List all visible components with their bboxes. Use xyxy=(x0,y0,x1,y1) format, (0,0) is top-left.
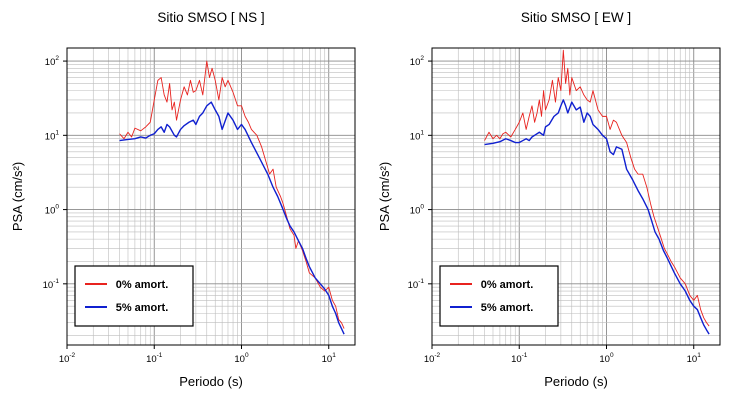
tick-base: 10 xyxy=(59,354,70,365)
legend-label: 5% amort. xyxy=(481,302,534,314)
x-axis-label: Periodo (s) xyxy=(544,374,608,389)
tick-exponent: -1 xyxy=(157,352,163,359)
tick-exponent: -1 xyxy=(53,278,59,285)
series-line-damped xyxy=(119,101,345,335)
tick-exponent: 1 xyxy=(697,352,701,359)
tick-base: 10 xyxy=(322,354,333,365)
legend-label: 0% amort. xyxy=(481,279,534,291)
chart-title: Sitio SMSO [ NS ] xyxy=(157,10,264,25)
y-tick-label: 102 xyxy=(410,55,425,68)
tick-base: 10 xyxy=(45,131,56,142)
tick-exponent: 1 xyxy=(420,129,424,136)
legend-box xyxy=(74,265,194,327)
y-tick-label: 10-1 xyxy=(43,278,60,291)
tick-base: 10 xyxy=(410,206,421,217)
tick-exponent: -1 xyxy=(522,352,528,359)
tick-base: 10 xyxy=(599,354,610,365)
x-axis-label: Periodo (s) xyxy=(179,374,243,389)
x-tick-label: 10-2 xyxy=(424,352,441,365)
y-tick-label: 10-1 xyxy=(408,278,425,291)
tick-base: 10 xyxy=(687,354,698,365)
legend: 0% amort. 5% amort. xyxy=(74,265,194,327)
x-tick-label: 10-1 xyxy=(511,352,528,365)
chart-title: Sitio SMSO [ EW ] xyxy=(521,10,631,25)
tick-exponent: 2 xyxy=(55,55,59,62)
y-axis-label: PSA (cm/s²) xyxy=(10,162,25,231)
tick-exponent: 0 xyxy=(610,352,614,359)
y-tick-label: 101 xyxy=(410,129,425,142)
plot-frame xyxy=(66,47,356,346)
y-tick-label: 102 xyxy=(45,55,60,68)
tick-base: 10 xyxy=(45,57,56,68)
y-tick-label: 100 xyxy=(410,204,425,217)
tick-exponent: -2 xyxy=(434,352,440,359)
tick-exponent: 0 xyxy=(420,204,424,211)
tick-exponent: 2 xyxy=(420,55,424,62)
y-axis-label: PSA (cm/s²) xyxy=(377,162,392,231)
grid xyxy=(432,48,720,345)
tick-exponent: 1 xyxy=(332,352,336,359)
tick-base: 10 xyxy=(408,280,419,291)
tick-exponent: -1 xyxy=(418,278,424,285)
plot-frame xyxy=(431,47,721,346)
chart-panel-1: Sitio SMSO [ EW ]10-2 10-1 100 10110-110010… xyxy=(377,10,721,389)
series-line-damped xyxy=(484,99,710,335)
x-tick-label: 10-1 xyxy=(146,352,163,365)
tick-base: 10 xyxy=(234,354,245,365)
tick-exponent: 0 xyxy=(245,352,249,359)
y-tick-label: 101 xyxy=(45,129,60,142)
legend-label: 0% amort. xyxy=(116,279,169,291)
x-tick-label: 10-2 xyxy=(59,352,76,365)
x-tick-label: 101 xyxy=(322,352,337,365)
tick-base: 10 xyxy=(43,280,54,291)
series-line-undamped xyxy=(119,60,345,329)
tick-base: 10 xyxy=(410,57,421,68)
y-tick-label: 100 xyxy=(45,204,60,217)
x-tick-label: 100 xyxy=(234,352,249,365)
tick-exponent: -2 xyxy=(69,352,75,359)
tick-base: 10 xyxy=(45,206,56,217)
legend: 0% amort. 5% amort. xyxy=(439,265,559,327)
tick-base: 10 xyxy=(146,354,157,365)
legend-label: 5% amort. xyxy=(116,302,169,314)
tick-base: 10 xyxy=(424,354,435,365)
chart-panel-0: Sitio SMSO [ NS ]10-2 10-1 100 10110-110010… xyxy=(10,10,356,389)
tick-base: 10 xyxy=(410,131,421,142)
tick-base: 10 xyxy=(511,354,522,365)
x-tick-label: 101 xyxy=(687,352,702,365)
tick-exponent: 1 xyxy=(55,129,59,136)
series-line-undamped xyxy=(484,49,710,327)
grid xyxy=(67,48,355,345)
x-tick-label: 100 xyxy=(599,352,614,365)
legend-box xyxy=(439,265,559,327)
tick-exponent: 0 xyxy=(55,204,59,211)
